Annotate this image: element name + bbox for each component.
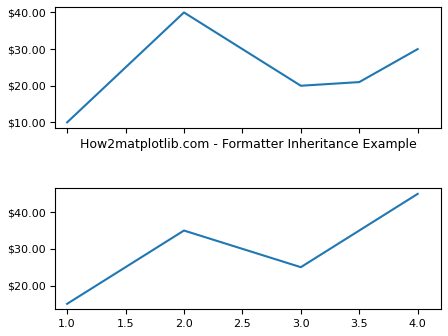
- X-axis label: How2matplotlib.com - Formatter Inheritance Example: How2matplotlib.com - Formatter Inheritan…: [80, 138, 417, 151]
